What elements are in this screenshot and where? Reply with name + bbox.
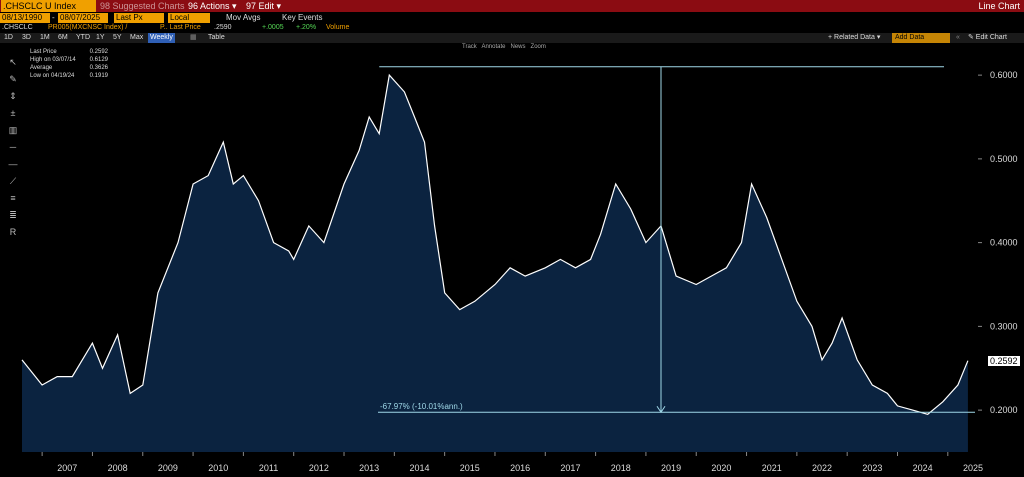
period-bar: 1D 3D 1M 6M YTD 1Y 5Y Max Weekly ▦ Table… xyxy=(0,33,1024,43)
x-tick-label: 2009 xyxy=(158,463,178,473)
y-tick-label: 0.6000 xyxy=(990,70,1018,80)
y-tick-label: 0.4000 xyxy=(990,238,1018,248)
legend: Last Price 0.2592 High on 03/07/14 0.6129 … xyxy=(30,48,110,80)
period-6m[interactable]: 6M xyxy=(58,34,68,41)
x-tick-label: 2012 xyxy=(309,463,329,473)
legend-row-low: Low on 04/19/24 0.1919 xyxy=(30,73,108,79)
chart-tools: Track Annotate News Zoom xyxy=(462,44,546,50)
annotation-arrow xyxy=(656,405,666,414)
minus-icon[interactable]: — xyxy=(8,159,18,169)
related-data-menu[interactable]: + Related Data ▾ xyxy=(828,34,881,41)
ticker-field[interactable]: .CHSCLC U Index xyxy=(1,0,96,12)
price-line xyxy=(21,73,969,415)
legend-row-last: Last Price 0.2592 xyxy=(30,49,108,55)
volume-label: Volume xyxy=(326,24,350,31)
y-tick-label: 0.2000 xyxy=(990,405,1018,415)
field-select[interactable]: Last Px xyxy=(114,13,164,23)
text-icon[interactable]: R xyxy=(9,227,17,237)
x-tick-label: 2017 xyxy=(560,463,580,473)
last-price-value: .2590 xyxy=(214,24,232,31)
period-1m[interactable]: 1M xyxy=(40,34,50,41)
table-button[interactable]: Table xyxy=(208,34,225,41)
x-tick-label: 2020 xyxy=(711,463,731,473)
date-separator: - xyxy=(52,13,55,22)
legend-row-average: Average 0.3626 xyxy=(30,65,108,71)
suggested-charts-menu[interactable]: 98 Suggested Charts xyxy=(100,1,185,11)
period-1y[interactable]: 1Y xyxy=(96,34,105,41)
collapse-icon[interactable]: « xyxy=(956,34,960,41)
controls-bar: 08/13/1990 - 08/07/2025 Last Px Local CC… xyxy=(0,13,1024,32)
edit-chart-button[interactable]: ✎ Edit Chart xyxy=(968,34,1007,41)
series-info-row: .CHSCLC PR005(MXCNSC Index) / P.. Last P… xyxy=(0,23,1024,33)
title-bar: .CHSCLC U Index 98 Suggested Charts 96 A… xyxy=(0,0,1024,12)
currency-select[interactable]: Local CCY xyxy=(168,13,210,32)
x-tick-label: 2011 xyxy=(259,463,278,473)
frequency-select[interactable]: Weekly xyxy=(148,33,175,43)
line-icon[interactable]: ─ xyxy=(9,142,17,152)
period-max[interactable]: Max xyxy=(130,34,144,41)
x-tick-label: 2025 xyxy=(963,463,983,473)
legend-row-high: High on 03/07/14 0.6129 xyxy=(30,57,108,63)
x-tick-label: 2023 xyxy=(862,463,882,473)
x-tick-label: 2008 xyxy=(108,463,128,473)
zoom-tool[interactable]: Zoom xyxy=(530,44,546,50)
price-area-fill xyxy=(22,75,968,452)
news-tool[interactable]: News xyxy=(510,44,526,50)
drawing-toolbar: ↖ ✎ ⇕ ± ▥ ─ — ⟋ ≡ ≣ R xyxy=(6,55,20,242)
pencil-icon[interactable]: ✎ xyxy=(9,74,17,84)
x-tick-label: 2014 xyxy=(409,463,429,473)
y-tick-label: 0.5000 xyxy=(990,154,1018,164)
x-tick-label: 2015 xyxy=(460,463,480,473)
trend-icon[interactable]: ⟋ xyxy=(9,176,17,186)
series-description: PR005(MXCNSC Index) / xyxy=(48,24,128,31)
key-events-button[interactable]: Key Events xyxy=(282,13,323,22)
x-tick-label: 2021 xyxy=(762,463,782,473)
start-date-input[interactable]: 08/13/1990 xyxy=(0,13,50,23)
end-date-input[interactable]: 08/07/2025 xyxy=(58,13,108,23)
zoom-icon[interactable]: ± xyxy=(10,108,16,118)
x-tick-label: 2019 xyxy=(661,463,681,473)
change-percent: +.20% xyxy=(296,24,317,31)
range-icon[interactable]: ⇕ xyxy=(9,91,17,101)
period-5y[interactable]: 5Y xyxy=(113,34,122,41)
x-tick-label: 2016 xyxy=(510,463,530,473)
table-grid-icon[interactable]: ▦ xyxy=(190,34,197,41)
track-tool[interactable]: Track xyxy=(462,44,477,50)
fib-icon[interactable]: ≡ xyxy=(10,193,16,203)
period-ytd[interactable]: YTD xyxy=(76,34,90,41)
x-tick-label: 2018 xyxy=(611,463,631,473)
chart-mode-label: Line Chart xyxy=(978,1,1020,11)
period-3d[interactable]: 3D xyxy=(22,34,31,41)
actions-menu[interactable]: 96 Actions ▾ xyxy=(188,1,237,11)
y-tick-label: 0.3000 xyxy=(990,321,1018,331)
edit-menu[interactable]: 97 Edit ▾ xyxy=(246,1,282,11)
columns-icon[interactable]: ▥ xyxy=(8,125,18,135)
change-value: +.0005 xyxy=(262,24,284,31)
x-tick-label: 2024 xyxy=(913,463,933,473)
x-tick-label: 2007 xyxy=(57,463,77,473)
period-1d[interactable]: 1D xyxy=(4,34,13,41)
x-tick-label: 2022 xyxy=(812,463,832,473)
x-tick-label: 2010 xyxy=(208,463,228,473)
last-price-tag: 0.2592 xyxy=(988,356,1020,366)
x-tick-label: 2013 xyxy=(359,463,379,473)
cursor-icon[interactable]: ↖ xyxy=(9,57,17,67)
annotation-label: -67.97% (-10.01%ann.) xyxy=(380,402,463,411)
annotate-tool[interactable]: Annotate xyxy=(481,44,506,50)
last-price-label: P.. Last Price xyxy=(160,24,201,31)
add-data-input[interactable]: Add Data xyxy=(892,33,950,43)
channel-icon[interactable]: ≣ xyxy=(9,210,17,220)
mov-avgs-button[interactable]: Mov Avgs xyxy=(226,13,261,22)
series-name: .CHSCLC xyxy=(2,24,33,31)
